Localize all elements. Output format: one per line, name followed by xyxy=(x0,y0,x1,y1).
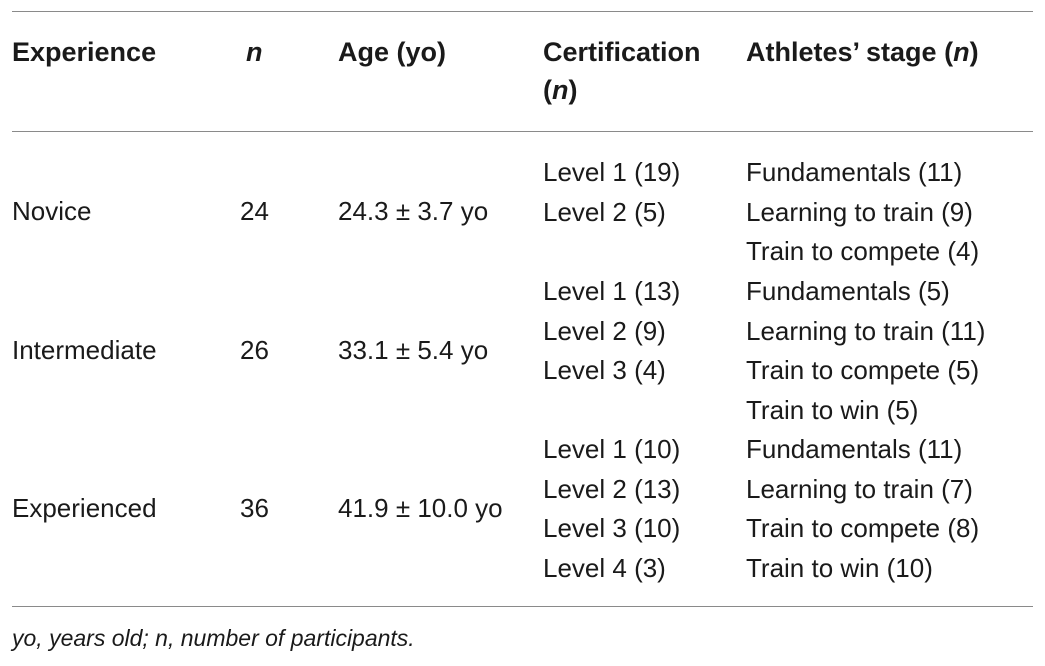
stage-item: Train to win (5) xyxy=(746,394,919,425)
certification-item: Level 2 (9) xyxy=(543,315,666,346)
row-experienced-certification: Level 1 (10) Level 2 (13) Level 3 (10) L… xyxy=(543,430,680,588)
certification-item: Level 1 (19) xyxy=(543,157,681,187)
certification-item: Level 1 (10) xyxy=(543,434,681,464)
header-athletes-stage: Athletes’ stage (n) xyxy=(746,37,979,67)
header-stage-n: n xyxy=(953,37,970,67)
header-bottom-rule xyxy=(12,131,1033,132)
certification-item: Level 3 (4) xyxy=(543,355,666,385)
row-novice-age: 24.3 ± 3.7 yo xyxy=(338,196,489,226)
header-certification-label: Certification xyxy=(543,37,701,67)
row-intermediate-certification: Level 1 (13) Level 2 (9) Level 3 (4) xyxy=(543,272,680,391)
row-intermediate-experience: Intermediate xyxy=(12,335,157,365)
stage-item: Fundamentals (11) xyxy=(746,157,963,187)
stage-item: Train to win (10) xyxy=(746,552,933,583)
table-footnote: yo, years old; n, number of participants… xyxy=(12,625,415,651)
header-age: Age (yo) xyxy=(338,37,446,67)
header-experience: Experience xyxy=(12,37,157,67)
stage-item: Learning to train (11) xyxy=(746,315,986,346)
row-intermediate-stages: Fundamentals (5) Learning to train (11) … xyxy=(746,272,985,430)
stage-item: Train to compete (5) xyxy=(746,355,980,385)
certification-item: Level 4 (3) xyxy=(543,552,666,583)
row-novice-certification: Level 1 (19) Level 2 (5) xyxy=(543,153,680,232)
certification-item: Level 2 (5) xyxy=(543,196,666,227)
header-certification-n: n xyxy=(552,75,569,105)
certification-item: Level 3 (10) xyxy=(543,513,681,543)
row-experienced-stages: Fundamentals (11) Learning to train (7) … xyxy=(746,430,979,588)
header-certification: Certification (n) xyxy=(543,37,701,105)
header-stage-label: Athletes’ stage xyxy=(746,37,937,67)
row-intermediate-age: 33.1 ± 5.4 yo xyxy=(338,335,489,365)
header-n: n xyxy=(246,33,263,71)
stage-item: Train to compete (4) xyxy=(746,236,980,266)
row-experienced-age: 41.9 ± 10.0 yo xyxy=(338,493,503,523)
row-novice-n: 24 xyxy=(240,196,269,226)
stage-item: Train to compete (8) xyxy=(746,513,980,543)
table-top-rule xyxy=(12,11,1033,12)
stage-item: Learning to train (7) xyxy=(746,473,973,504)
row-novice-stages: Fundamentals (11) Learning to train (9) … xyxy=(746,153,979,272)
header-n-label: n xyxy=(246,37,263,67)
row-novice-experience: Novice xyxy=(12,196,92,226)
table-bottom-rule xyxy=(12,606,1033,607)
stage-item: Learning to train (9) xyxy=(746,196,973,227)
stage-item: Fundamentals (5) xyxy=(746,276,950,306)
certification-item: Level 1 (13) xyxy=(543,276,681,306)
row-intermediate-n: 26 xyxy=(240,335,269,365)
certification-item: Level 2 (13) xyxy=(543,473,681,504)
stage-item: Fundamentals (11) xyxy=(746,434,963,464)
row-experienced-experience: Experienced xyxy=(12,493,157,523)
row-experienced-n: 36 xyxy=(240,493,269,523)
